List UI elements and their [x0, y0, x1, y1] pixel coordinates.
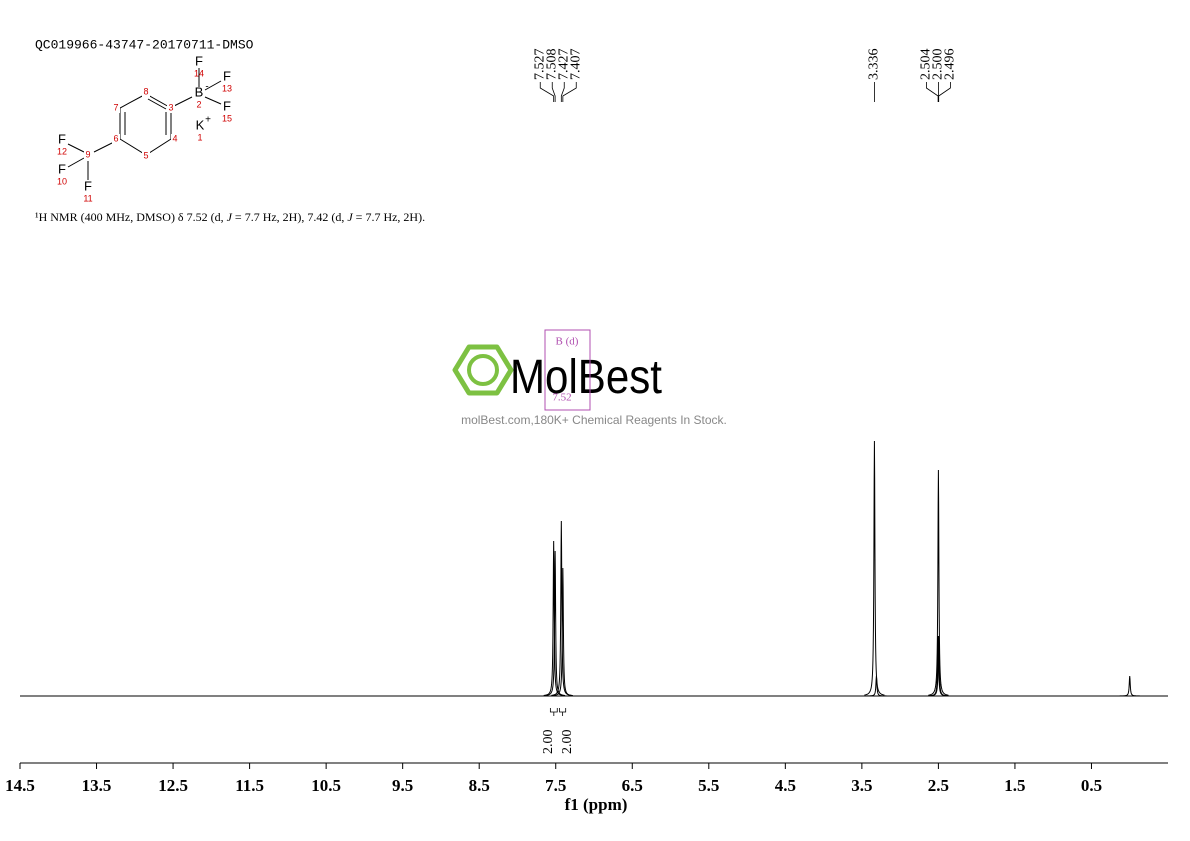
- atom-symbol: F: [58, 131, 66, 146]
- description-part: J: [227, 210, 233, 224]
- atom-number-bg: [112, 134, 120, 144]
- atom-symbol: B: [195, 84, 204, 99]
- peak: [866, 675, 887, 697]
- x-tick-label: 10.5: [311, 776, 341, 795]
- x-tick-label: 4.5: [775, 776, 796, 795]
- watermark: MolBest molBest.com,180K+ Chemical Reagen…: [452, 344, 727, 427]
- x-tick-label: 0.5: [1081, 776, 1102, 795]
- atom-number: 2: [196, 99, 201, 109]
- multiplet-label: B (d): [556, 336, 579, 348]
- peak: [1119, 675, 1140, 697]
- atom-number: 1: [197, 132, 202, 142]
- atom-number: 10: [57, 176, 67, 186]
- integral-label: 2.00: [560, 730, 575, 755]
- atom-number: 13: [222, 83, 232, 93]
- peak-label-connector: [539, 82, 555, 102]
- x-tick-label: 5.5: [698, 776, 719, 795]
- description-part: = 7.7 Hz, 2H).: [353, 210, 425, 224]
- x-tick-label: 6.5: [622, 776, 643, 795]
- atom-charge: +: [205, 115, 211, 126]
- atom-number: 6: [113, 133, 118, 143]
- atom-number: 12: [57, 146, 67, 156]
- peak-label: 7.407: [568, 49, 583, 81]
- peak: [864, 440, 885, 696]
- atom-number-bg: [84, 150, 92, 160]
- atom-number: 4: [172, 133, 177, 143]
- atom-symbol: F: [84, 178, 92, 193]
- sample-title: QC019966-43747-20170711-DMSO: [35, 37, 254, 52]
- peak-label-connector: [560, 82, 565, 102]
- peak-label: 2.496: [943, 49, 958, 81]
- integral-bracket: [549, 708, 558, 716]
- peak-label-connector: [938, 82, 951, 102]
- x-axis-title: f1 (ppm): [565, 795, 628, 814]
- peak-label: 7.527: [532, 49, 547, 81]
- integral-bracket: [559, 708, 567, 716]
- x-tick-label: 11.5: [235, 776, 264, 795]
- peak-label: 3.336: [867, 49, 882, 81]
- peak-label-connector: [562, 82, 577, 102]
- atom-number: 14: [194, 68, 204, 78]
- atom-number-bg: [167, 103, 175, 113]
- watermark-tagline: molBest.com,180K+ Chemical Reagents In S…: [461, 413, 727, 427]
- integral-label: 2.00: [541, 730, 556, 755]
- peak-label: 7.427: [556, 49, 571, 81]
- peak: [552, 567, 573, 697]
- x-tick-label: 7.5: [545, 776, 566, 795]
- description-part: ¹H NMR (400 MHz, DMSO) δ 7.52 (d,: [35, 210, 227, 224]
- atom-symbol: F: [223, 98, 231, 113]
- atom-symbol: F: [58, 161, 66, 176]
- peak: [928, 469, 949, 696]
- watermark-logo: MolBest: [510, 351, 662, 404]
- atom-number: 5: [143, 150, 148, 160]
- description: ¹H NMR (400 MHz, DMSO) δ 7.52 (d, J = 7.…: [35, 210, 425, 224]
- atom-number: 7: [113, 102, 118, 112]
- atom-number: 15: [222, 113, 232, 123]
- x-tick-label: 8.5: [469, 776, 490, 795]
- description-part: J: [347, 210, 353, 224]
- atom-symbol: F: [195, 53, 203, 68]
- description-part: = 7.7 Hz, 2H), 7.42 (d,: [232, 210, 347, 224]
- peak-label: 7.508: [544, 49, 559, 81]
- peak-label-connector: [551, 82, 556, 102]
- peak-label: 2.500: [931, 49, 946, 81]
- multiplet-box: [544, 329, 591, 411]
- multiplet-shift: 7.52: [552, 392, 571, 404]
- x-tick-label: 13.5: [82, 776, 112, 795]
- atom-number-bg: [142, 151, 150, 161]
- x-tick-label: 2.5: [928, 776, 949, 795]
- x-tick-label: 3.5: [851, 776, 872, 795]
- x-tick-label: 12.5: [158, 776, 188, 795]
- atom-symbol: F: [223, 68, 231, 83]
- peak: [928, 635, 949, 697]
- atom-charge: -: [205, 82, 208, 93]
- peak-label: 2.504: [919, 49, 934, 81]
- atom-number-bg: [112, 103, 120, 113]
- x-tick-label: 14.5: [5, 776, 35, 795]
- atom-number: 11: [83, 193, 92, 203]
- atom-number: 8: [143, 86, 148, 96]
- atom-number-bg: [142, 87, 150, 97]
- atom-number: 9: [85, 149, 90, 159]
- atom-number: 3: [168, 102, 173, 112]
- atom-symbol: K: [196, 117, 205, 132]
- x-tick-label: 1.5: [1004, 776, 1025, 795]
- x-tick-label: 9.5: [392, 776, 413, 795]
- atom-number-bg: [171, 134, 179, 144]
- peak: [545, 550, 566, 696]
